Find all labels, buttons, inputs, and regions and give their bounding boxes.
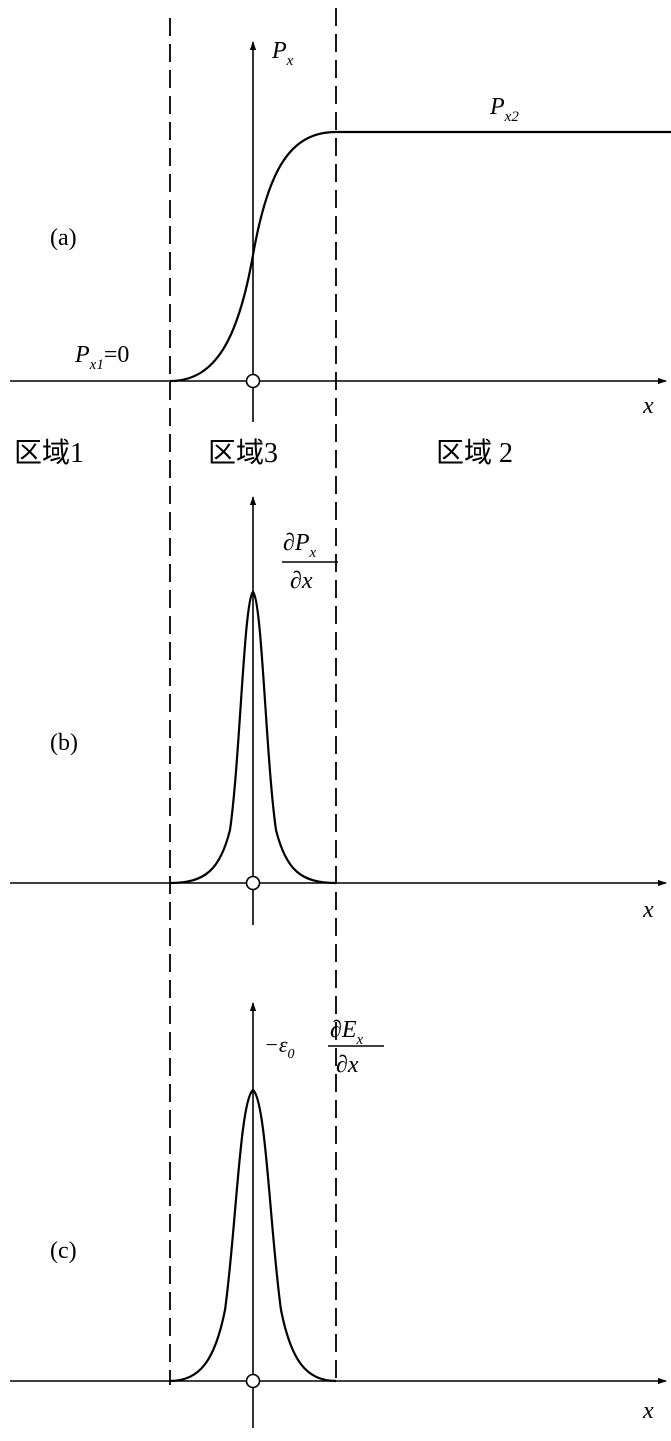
panel-a-right-value-sub: x2 bbox=[504, 109, 520, 125]
panel-b-x-axis-label: x bbox=[642, 897, 654, 923]
panel-c-y-label-numerator: ∂Ex bbox=[330, 1017, 364, 1048]
panel-c-y-label-prefix-sub: 0 bbox=[288, 1047, 295, 1062]
panel-b-origin-marker bbox=[245, 875, 261, 891]
region-3-label: 区域3 bbox=[208, 437, 278, 469]
panel-b: (b) ∂Px ∂x x bbox=[10, 496, 667, 925]
panel-b-y-label-numerator-base: ∂P bbox=[283, 530, 310, 556]
panel-c-y-axis-label: −ε0 ∂Ex ∂x bbox=[264, 1017, 384, 1078]
panel-a-y-axis-label: Px bbox=[271, 38, 294, 69]
panel-b-y-axis-label: ∂Px ∂x bbox=[282, 530, 338, 594]
panel-c-y-label-numerator-base: ∂E bbox=[330, 1017, 357, 1043]
panel-c-origin-marker bbox=[245, 1373, 261, 1389]
panel-a-label: (a) bbox=[50, 225, 77, 251]
panel-a-right-value-base: P bbox=[489, 94, 505, 120]
panel-a-right-value-label: Px2 bbox=[489, 94, 519, 125]
panel-c-y-label-prefix: −ε0 bbox=[264, 1032, 295, 1062]
panel-a-polarization-curve bbox=[169, 130, 671, 383]
region-2-label: 区域 2 bbox=[436, 437, 513, 469]
panel-a-left-value-rest: =0 bbox=[104, 342, 130, 368]
panel-a-origin-marker bbox=[245, 373, 261, 389]
region-1-label: 区域1 bbox=[14, 437, 84, 469]
panel-b-derivative-curve bbox=[169, 590, 337, 885]
panel-a: (a) Px Px2 Px1=0 x bbox=[10, 38, 671, 422]
panel-c-y-label-numerator-sub: x bbox=[356, 1032, 364, 1048]
panel-a-left-value-sub: x1 bbox=[89, 357, 104, 373]
panel-a-left-value-base: P bbox=[74, 342, 90, 368]
panel-c-y-label-denominator: ∂x bbox=[336, 1052, 359, 1078]
panel-a-left-value-label: Px1=0 bbox=[74, 342, 129, 373]
panel-c-field-curve bbox=[169, 1088, 337, 1383]
panel-a-x-axis-label: x bbox=[642, 393, 654, 419]
panel-b-y-label-numerator: ∂Px bbox=[283, 530, 317, 561]
panel-c-y-label-prefix-base: −ε bbox=[264, 1032, 288, 1057]
panel-b-y-label-denominator: ∂x bbox=[290, 568, 313, 594]
panel-a-y-axis-label-sub: x bbox=[286, 53, 294, 69]
panel-c: (c) −ε0 ∂Ex ∂x x bbox=[10, 1002, 667, 1428]
panel-a-y-axis-label-base: P bbox=[271, 38, 287, 64]
panel-b-label: (b) bbox=[50, 730, 78, 756]
panel-b-y-label-numerator-sub: x bbox=[309, 545, 317, 561]
panel-c-label: (c) bbox=[50, 1238, 77, 1264]
panel-c-x-axis-label: x bbox=[642, 1398, 654, 1424]
